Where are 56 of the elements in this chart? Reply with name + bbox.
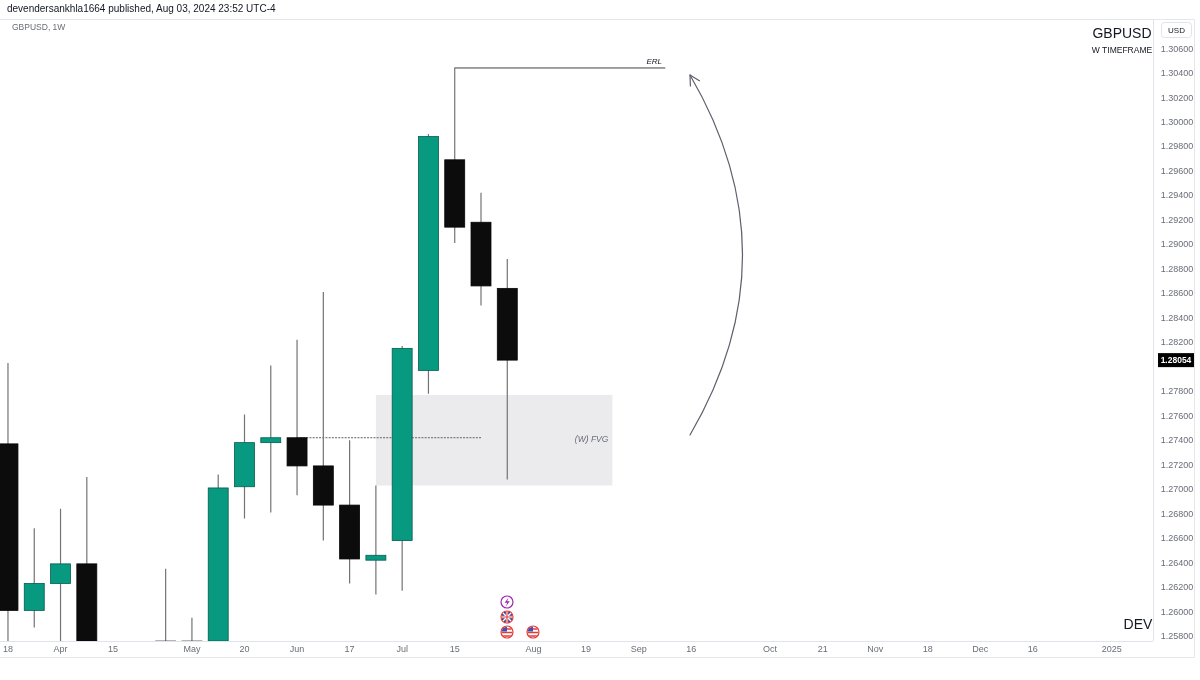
text: devendersankhla1664 published, Aug 03, 2024 23:52 UTC-4: [7, 3, 276, 14]
x-tick-label: 18: [922, 644, 933, 654]
y-tick-label: 1.27600: [1160, 410, 1194, 421]
x-tick-label: 20: [239, 644, 250, 654]
y-tick-label: 1.28800: [1160, 263, 1194, 274]
text: GBPUSD: [1092, 25, 1152, 41]
x-tick-label: Jun: [289, 644, 305, 654]
x-tick-label: 17: [344, 644, 355, 654]
y-tick-label: 1.26600: [1160, 533, 1194, 544]
y-tick-label: 1.28400: [1160, 312, 1194, 323]
y-tick-label: 1.27000: [1160, 484, 1194, 495]
y-tick-label: 1.29400: [1160, 190, 1194, 201]
y-tick-label: 1.29800: [1160, 141, 1194, 152]
x-tick-label: Dec: [972, 644, 989, 654]
text: W TIMEFRAME: [1091, 45, 1153, 55]
y-tick-label: 1.30200: [1160, 92, 1194, 103]
x-tick-label: 2025: [1101, 644, 1122, 654]
x-tick-label: Nov: [867, 644, 884, 654]
y-tick-label: 1.28600: [1160, 288, 1194, 299]
y-tick-label: 1.30600: [1160, 43, 1194, 54]
y-tick-label: 1.25800: [1160, 631, 1194, 642]
series-label: ERL: [646, 56, 662, 66]
x-tick-label: 19: [581, 644, 592, 654]
y-tick-label: 1.28200: [1160, 337, 1194, 348]
annotation: DEV: [1123, 616, 1154, 632]
x-tick-label: 16: [1027, 644, 1038, 654]
x-tick-label: 15: [108, 644, 119, 654]
y-tick-label: 1.29600: [1160, 165, 1194, 176]
x-tick-label: 21: [817, 644, 828, 654]
annotation: (W) FVG: [574, 433, 609, 444]
x-tick-label: 16: [686, 644, 697, 654]
x-tick-label: Jul: [396, 644, 408, 654]
y-tick-label: 1.26200: [1160, 582, 1194, 593]
candlestick: [260, 364, 282, 514]
y-tick-label: 1.26800: [1160, 508, 1194, 519]
y-tick-label: 1.29200: [1160, 214, 1194, 225]
text: 1.28054: [1160, 355, 1192, 366]
y-tick-label: 1.27200: [1160, 459, 1194, 470]
y-tick-label: 1.30400: [1160, 68, 1194, 79]
y-tick-label: 1.26400: [1160, 557, 1194, 568]
candlestick: [365, 484, 387, 596]
y-axis-title: USD: [1168, 25, 1186, 35]
x-tick-label: May: [183, 644, 201, 654]
y-tick-label: 1.30000: [1160, 117, 1194, 127]
y-tick-label: 1.27400: [1160, 435, 1194, 446]
y-tick-label: 1.27800: [1160, 386, 1194, 397]
x-tick-label: Aug: [525, 644, 542, 654]
y-tick-label: 1.29000: [1160, 239, 1194, 250]
x-tick-label: 18: [2, 644, 13, 654]
y-tick-label: 1.26000: [1160, 606, 1194, 617]
x-tick-label: Sep: [630, 644, 647, 654]
candlestick: [50, 508, 71, 641]
x-tick-label: Apr: [53, 644, 68, 654]
x-tick-label: 15: [449, 644, 460, 654]
x-tick-label: Oct: [763, 644, 778, 654]
annotation: GBPUSD, 1W: [12, 22, 66, 32]
